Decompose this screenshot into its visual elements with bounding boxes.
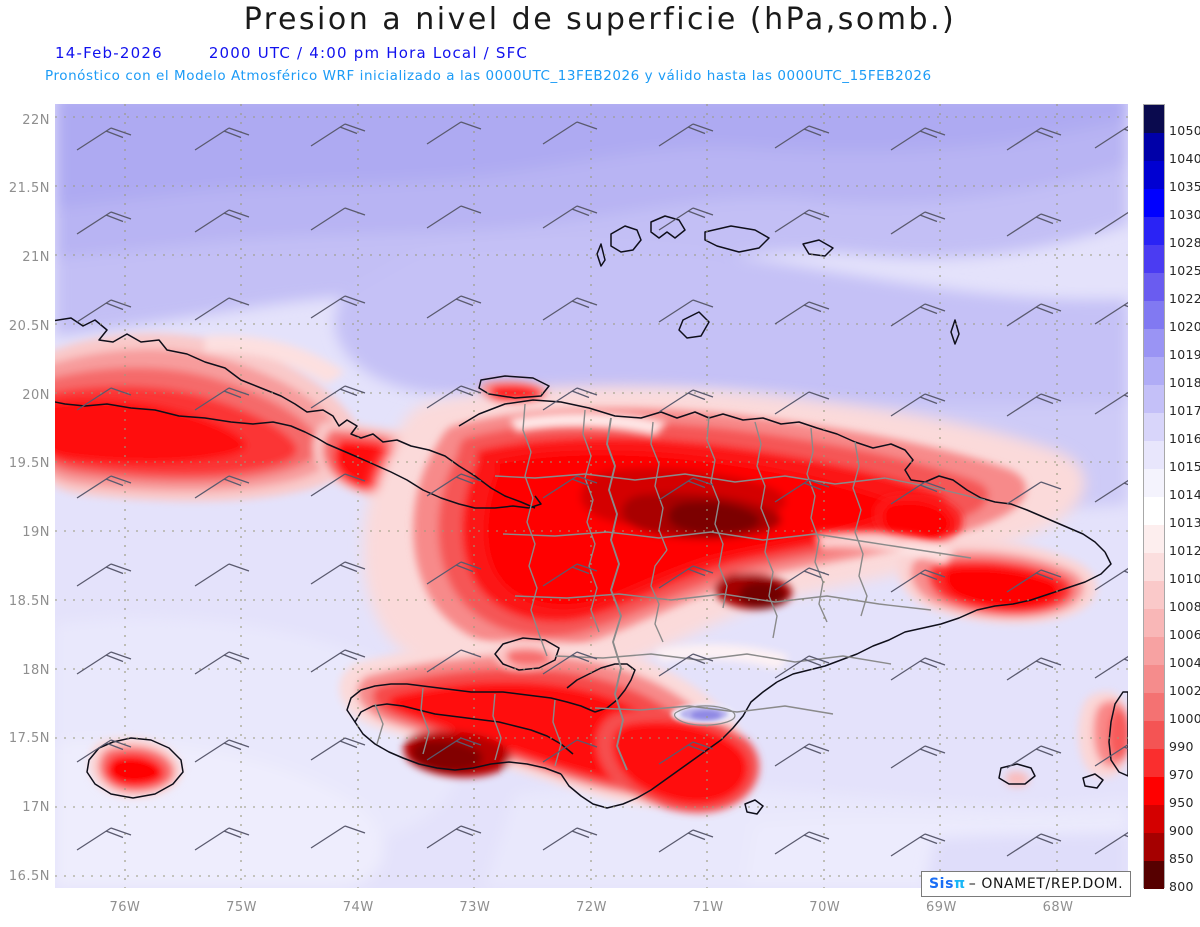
- colorbar-swatch: [1144, 525, 1164, 553]
- brand-pi-icon: π: [954, 876, 966, 892]
- pressure-shading-map: [55, 104, 1128, 888]
- brand-sis: Sis: [929, 876, 955, 892]
- y-axis-tick-label: 18.5N: [8, 593, 50, 609]
- x-axis-tick-label: 72W: [576, 900, 607, 915]
- colorbar-tick-label: 1019: [1169, 347, 1200, 362]
- colorbar-tick-label: 1000: [1169, 711, 1200, 726]
- forecast-date: 14-Feb-2026: [55, 44, 163, 62]
- colorbar-tick-label: 1028: [1169, 235, 1200, 250]
- colorbar-swatch: [1144, 553, 1164, 581]
- colorbar-swatch: [1144, 329, 1164, 357]
- x-axis-tick-label: 69W: [925, 900, 957, 915]
- colorbar-swatch: [1144, 273, 1164, 301]
- x-axis-tick-label: 75W: [226, 900, 258, 915]
- colorbar-swatch: [1144, 217, 1164, 245]
- map-plot-area[interactable]: [55, 104, 1128, 888]
- colorbar-tick-label: 1012: [1169, 543, 1200, 558]
- colorbar-swatch: [1144, 441, 1164, 469]
- colorbar-tick-label: 1022: [1169, 291, 1200, 306]
- x-axis-tick-label: 70W: [809, 900, 841, 915]
- colorbar-tick-label: 800: [1169, 879, 1194, 894]
- colorbar-swatch: [1144, 777, 1164, 805]
- x-axis-tick-label: 68W: [1042, 900, 1074, 915]
- colorbar-tick-label: 1015: [1169, 459, 1200, 474]
- colorbar-swatch: [1144, 805, 1164, 833]
- agency-label: – ONAMET/REP.DOM.: [968, 876, 1124, 892]
- colorbar-tick-label: 900: [1169, 823, 1194, 838]
- page-title: Presion a nivel de superficie (hPa,somb.…: [243, 2, 957, 37]
- y-axis-tick-label: 19.5N: [8, 456, 50, 472]
- y-axis-tick-label: 22N: [22, 112, 50, 128]
- y-axis-tick-label: 21.5N: [8, 181, 50, 197]
- colorbar-tick-label: 850: [1169, 851, 1194, 866]
- y-axis-tick-label: 16.5N: [8, 868, 50, 884]
- outlying-island-shading: [88, 380, 1128, 798]
- coastlines-layer: [55, 215, 1128, 815]
- colorbar-swatch: [1144, 301, 1164, 329]
- colorbar-swatch: [1144, 833, 1164, 861]
- x-axis-tick-label: 73W: [459, 900, 491, 915]
- colorbar-swatch: [1144, 385, 1164, 413]
- colorbar-swatch: [1144, 609, 1164, 637]
- colorbar-swatch: [1144, 637, 1164, 665]
- colorbar-tick-label: 1030: [1169, 207, 1200, 222]
- colorbar-tick-label: 1006: [1169, 627, 1200, 642]
- colorbar-tick-label: 1004: [1169, 655, 1200, 670]
- colorbar-tick-label: 1040: [1169, 151, 1200, 166]
- header: Presion a nivel de superficie (hPa,somb.…: [0, 0, 1200, 100]
- x-axis-tick-label: 74W: [342, 900, 374, 915]
- colorbar-swatch: [1144, 161, 1164, 189]
- colorbar-tick-label: 990: [1169, 739, 1194, 754]
- y-axis-tick-label: 20.5N: [8, 318, 50, 334]
- model-description: Pronóstico con el Modelo Atmosférico WRF…: [45, 68, 932, 84]
- y-axis-tick-label: 17N: [22, 800, 50, 816]
- colorbar-swatch: [1144, 861, 1164, 889]
- colorbar-swatch: [1144, 469, 1164, 497]
- colorbar-tick-label: 1035: [1169, 179, 1200, 194]
- colorbar-tick-label: 1050: [1169, 123, 1200, 138]
- colorbar-swatch: [1144, 189, 1164, 217]
- colorbar-swatch: [1144, 245, 1164, 273]
- colorbar-swatch: [1144, 693, 1164, 721]
- y-axis-tick-label: 19N: [22, 525, 50, 541]
- x-axis-tick-label: 71W: [692, 900, 724, 915]
- colorbar-swatch: [1144, 665, 1164, 693]
- colorbar-swatch: [1144, 721, 1164, 749]
- colorbar-tick-label: 1008: [1169, 599, 1200, 614]
- colorbar-tick-label: 1014: [1169, 487, 1200, 502]
- colorbar-tick-label: 1010: [1169, 571, 1200, 586]
- attribution-badge: Sis π – ONAMET/REP.DOM.: [921, 871, 1132, 897]
- colorbar-swatch: [1144, 497, 1164, 525]
- colorbar-swatch: [1144, 581, 1164, 609]
- colorbar-tick-label: 1013: [1169, 515, 1200, 530]
- forecast-time-line: 14-Feb-2026 2000 UTC / 4:00 pm Hora Loca…: [55, 44, 528, 62]
- colorbar-tick-label: 1025: [1169, 263, 1200, 278]
- colorbar-tick-label: 1002: [1169, 683, 1200, 698]
- colorbar-swatch: [1144, 357, 1164, 385]
- colorbar-swatch: [1144, 133, 1164, 161]
- x-axis-tick-label: 76W: [109, 900, 141, 915]
- ocean-shading-layer: [55, 104, 1128, 888]
- colorbar-swatch: [1144, 749, 1164, 777]
- forecast-valid-time: 2000 UTC / 4:00 pm Hora Local / SFC: [208, 44, 529, 62]
- colorbar-tick-label: 1017: [1169, 403, 1200, 418]
- y-axis-tick-label: 17.5N: [8, 731, 50, 747]
- lago-enriquillo-shading: [671, 704, 735, 724]
- y-axis-tick-label: 21N: [22, 250, 50, 266]
- colorbar-tick-label: 1016: [1169, 431, 1200, 446]
- colorbar-tick-label: 1020: [1169, 319, 1200, 334]
- y-axis-tick-label: 20N: [22, 387, 50, 403]
- colorbar-tick-label: 1018: [1169, 375, 1200, 390]
- province-borders-layer: [374, 403, 986, 771]
- colorbar-swatch: [1144, 105, 1164, 133]
- colorbar[interactable]: [1143, 104, 1165, 889]
- colorbar-tick-label: 970: [1169, 767, 1194, 782]
- colorbar-tick-label: 950: [1169, 795, 1194, 810]
- y-axis-tick-label: 18N: [22, 662, 50, 678]
- colorbar-swatch: [1144, 413, 1164, 441]
